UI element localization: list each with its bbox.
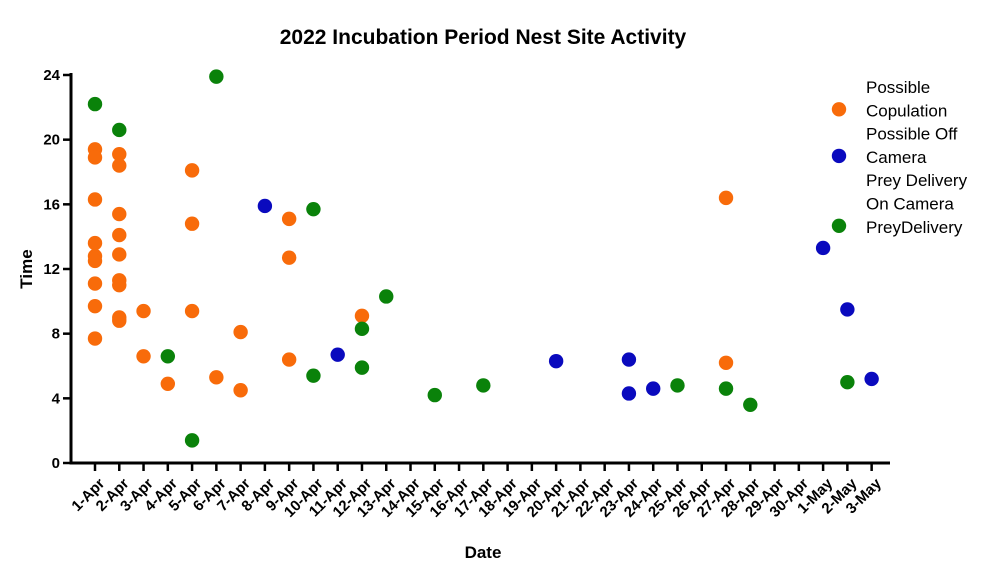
y-axis-ticks: 0 4 8 12 16 20 24: [43, 67, 71, 472]
data-point: [840, 302, 855, 317]
data-point: [718, 381, 734, 396]
legend-label: PreyDelivery: [866, 218, 963, 237]
data-point: [476, 378, 491, 393]
x-axis-title: Date: [465, 543, 502, 562]
legend-label: Prey Delivery: [866, 171, 968, 190]
legend-label: Copulation: [866, 101, 947, 120]
data-point: [184, 216, 200, 231]
data-point: [621, 386, 637, 401]
data-point: [864, 371, 879, 387]
data-point: [184, 163, 200, 178]
data-point: [306, 368, 321, 383]
data-point: [136, 349, 151, 364]
series-1-points: [87, 142, 734, 398]
legend-label: Camera: [866, 148, 927, 167]
y-tick-label: 20: [43, 132, 60, 149]
series-3-points: [87, 69, 855, 448]
data-point: [87, 253, 103, 269]
legend-marker: [831, 218, 847, 233]
data-point: [281, 352, 297, 367]
data-point: [306, 201, 321, 217]
data-point: [330, 347, 345, 362]
data-point: [112, 247, 127, 262]
y-tick-label: 8: [52, 326, 60, 343]
data-point: [743, 397, 758, 412]
data-point: [379, 289, 394, 304]
data-point: [160, 376, 176, 391]
data-point: [87, 192, 103, 207]
data-point: [87, 276, 103, 291]
legend-label: Possible Off: [866, 125, 958, 144]
data-points: [87, 69, 879, 448]
y-tick-label: 24: [43, 67, 60, 84]
legend-marker: [831, 148, 847, 164]
data-point: [354, 308, 370, 324]
legend-marker: [831, 102, 847, 117]
data-point: [548, 353, 564, 369]
legend: Possible Copulation Possible Off Camera Prey…: [831, 78, 968, 237]
data-point: [281, 250, 297, 265]
data-point: [233, 324, 248, 340]
data-point: [87, 96, 103, 112]
data-point: [184, 303, 200, 319]
data-point: [112, 158, 127, 173]
axes: [69, 73, 890, 465]
data-point: [87, 235, 103, 251]
legend-label: On Camera: [866, 195, 954, 214]
data-point: [427, 387, 442, 403]
data-point: [112, 227, 127, 243]
data-point: [136, 303, 151, 319]
data-point: [670, 378, 685, 393]
y-axis-title: Time: [17, 249, 36, 288]
legend-label: Possible: [866, 78, 930, 97]
data-point: [257, 198, 273, 214]
data-point: [112, 313, 127, 328]
x-axis-ticks: 1-Apr2-Apr3-Apr4-Apr5-Apr6-Apr7-Apr8-Apr…: [68, 463, 885, 521]
data-point: [718, 190, 734, 206]
data-point: [621, 352, 637, 367]
data-point: [815, 240, 831, 256]
data-point: [646, 381, 661, 396]
data-point: [281, 211, 297, 227]
data-point: [112, 147, 127, 162]
series-2-points: [257, 198, 879, 401]
data-point: [112, 277, 127, 293]
data-point: [112, 206, 127, 222]
y-tick-label: 12: [43, 261, 60, 278]
data-point: [233, 383, 248, 398]
y-tick-label: 16: [43, 196, 60, 213]
data-point: [87, 298, 103, 314]
data-point: [87, 331, 103, 346]
y-tick-label: 4: [52, 390, 61, 407]
data-point: [209, 69, 224, 84]
y-tick-label: 0: [52, 455, 60, 472]
chart-title: 2022 Incubation Period Nest Site Activit…: [280, 26, 687, 49]
data-point: [160, 349, 176, 364]
data-point: [718, 355, 734, 370]
data-point: [209, 370, 224, 385]
data-point: [354, 360, 370, 375]
data-point: [840, 374, 855, 390]
data-point: [184, 433, 200, 448]
data-point: [354, 321, 370, 337]
data-point: [87, 150, 103, 165]
data-point: [112, 122, 127, 138]
